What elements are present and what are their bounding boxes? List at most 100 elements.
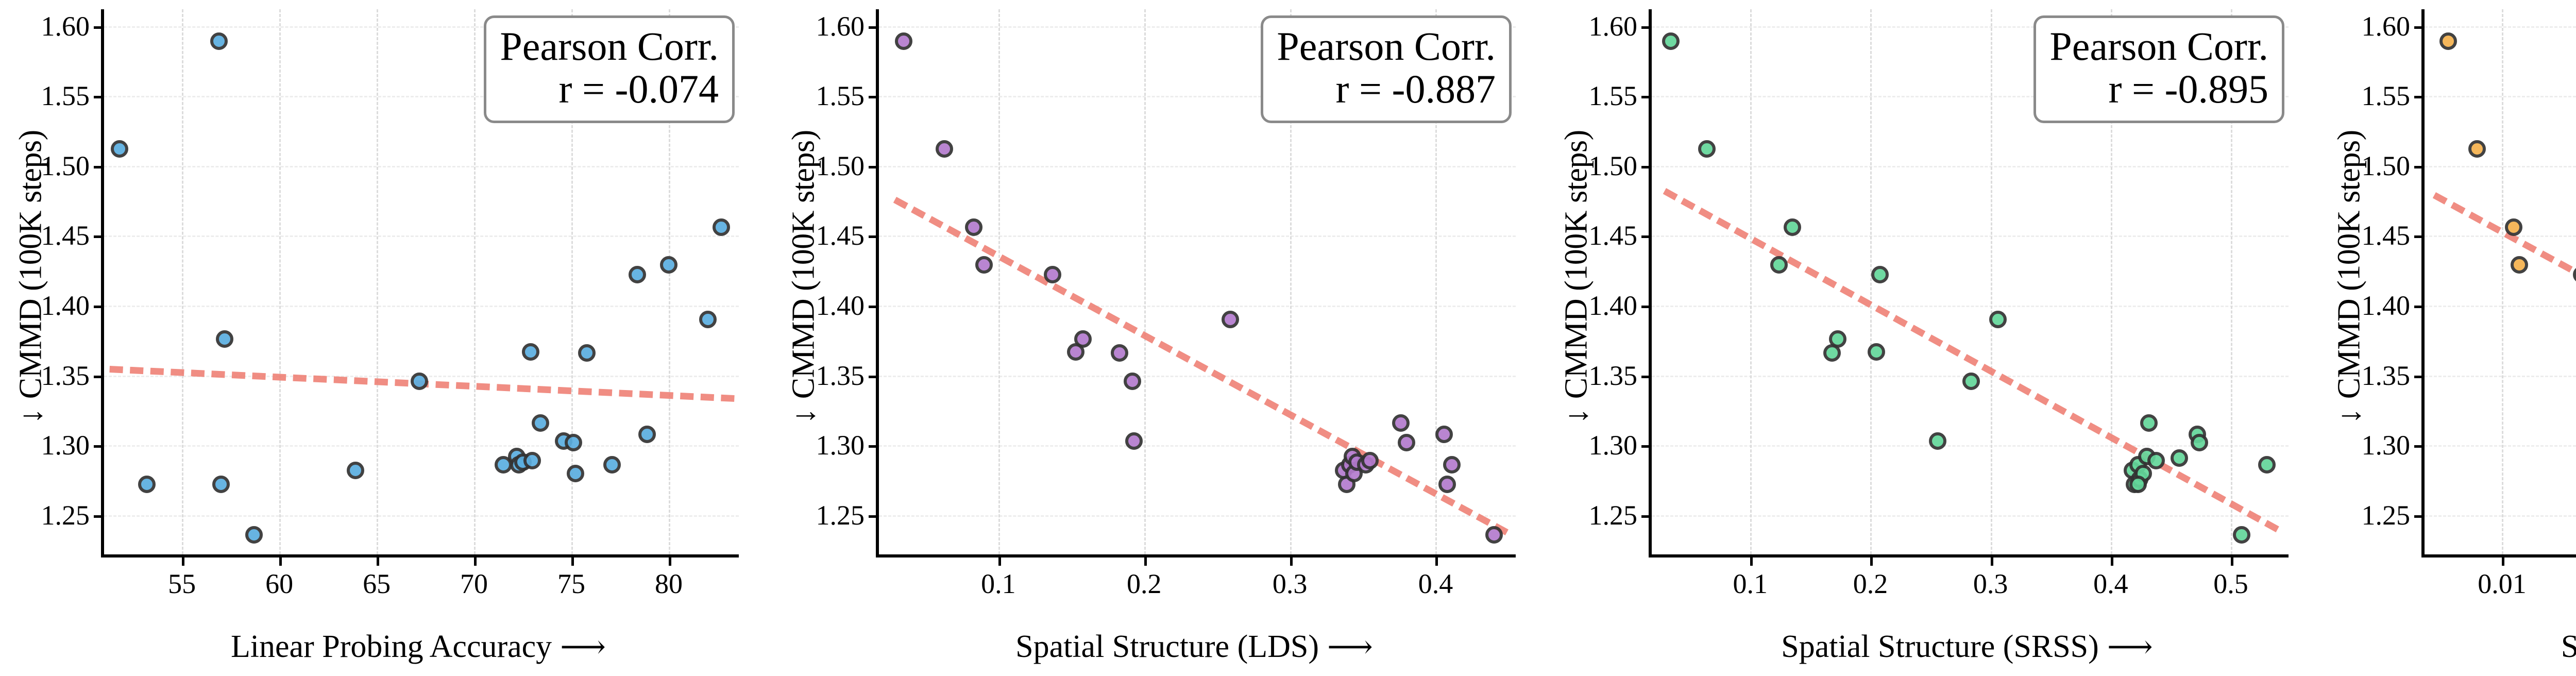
y-tick-label: 1.40 [816,290,865,322]
x-tick-mark [377,557,380,566]
y-tick-label: 1.55 [816,80,865,112]
data-point [1435,425,1453,443]
y-tick-label: 1.60 [2361,10,2411,42]
y-tick-mark [1641,26,1650,29]
data-point [2468,140,2486,158]
y-tick-mark [2414,96,2422,99]
data-point [2233,526,2251,544]
data-point [521,343,539,361]
x-tick-label: 65 [363,568,391,599]
y-tick-mark [2414,235,2422,239]
data-point [638,425,656,443]
x-tick-label: 0.3 [1973,568,2008,599]
gridline-horizontal [1652,445,2289,447]
data-point [216,330,234,348]
y-tick-label: 1.30 [41,430,90,461]
y-tick-label: 1.35 [816,360,865,391]
plot-area: 1.25 1.30 1.35 1.40 1.45 1.50 1.55 1.60 0.1 0.2 0.… [1589,9,2289,599]
pearson-correlation-box: Pearson Corr. r = -0.074 [484,15,735,124]
gridline-horizontal [1652,26,2289,28]
y-tick-label: 1.40 [1588,290,1638,322]
y-tick-label: 1.45 [41,220,90,251]
x-axis-label-text: Linear Probing Accuracy [230,629,552,664]
data-point [2504,218,2522,236]
x-tick-mark [1750,557,1753,566]
gridline-horizontal [104,96,739,98]
gridline-vertical [1290,9,1292,554]
data-point [523,452,541,470]
y-tick-label: 1.45 [2361,220,2411,251]
x-tick-mark [279,557,282,566]
y-tick-label: 1.55 [41,80,90,112]
gridline-vertical [2110,9,2112,554]
data-point [245,526,263,544]
x-tick-label: 70 [460,568,488,599]
y-axis-arrow-icon: ↓ [13,408,49,424]
data-point [603,456,621,474]
gridline-horizontal [1652,165,2289,167]
y-tick-label: 1.35 [2361,360,2411,391]
gridline-horizontal [2425,165,2576,167]
y-tick-mark [94,96,102,99]
gridline-horizontal [2425,26,2576,28]
x-tick-label: 0.3 [1272,568,1308,599]
gridline-horizontal [879,235,1516,238]
pearson-corr-value: r = -0.074 [558,66,719,111]
gridline-vertical [668,9,670,554]
scatter-panel-2: ↓ CMMD (100K steps) 1.25 1.30 1.35 1.40 1.45 1.… [773,0,1546,676]
gridline-horizontal [1652,235,2289,238]
y-tick-mark [94,165,102,168]
y-tick-label: 1.60 [41,10,90,42]
pearson-corr-value: r = -0.895 [2108,66,2268,111]
y-tick-label: 1.30 [816,430,865,461]
gridline-vertical [2502,9,2504,554]
x-tick-mark [1290,557,1293,566]
data-point [1221,311,1239,329]
data-point [1662,32,1680,50]
gridline-horizontal [879,306,1516,308]
gridline-horizontal [879,445,1516,447]
x-tick-label: 55 [168,568,196,599]
y-tick-label: 1.60 [816,10,865,42]
y-tick-mark [1641,165,1650,168]
gridline-horizontal [104,165,739,167]
plot-inner: 1.25 1.30 1.35 1.40 1.45 1.50 1.55 1.60 0.1 0.2 0.… [1589,9,2289,599]
pearson-corr-title: Pearson Corr. [1277,24,1496,69]
y-tick-mark [94,306,102,309]
y-tick-label: 1.40 [41,290,90,322]
data-point [1397,433,1415,451]
y-tick-mark [869,515,877,518]
x-tick-mark [668,557,671,566]
data-point [138,476,156,494]
x-tick-mark [2502,557,2505,566]
x-tick-mark [182,557,185,566]
y-tick-label: 1.30 [1588,430,1638,461]
data-point [1783,218,1801,236]
data-point [212,476,230,494]
y-tick-mark [2414,306,2422,309]
data-point [2258,456,2276,474]
x-tick-label: 0.1 [1733,568,1768,599]
y-tick-mark [2414,375,2422,378]
data-point [2140,414,2158,432]
y-tick-label: 1.40 [2361,290,2411,322]
y-tick-mark [2414,515,2422,518]
pearson-correlation-box: Pearson Corr. r = -0.887 [1261,15,1512,124]
y-tick-label: 1.60 [1588,10,1638,42]
y-tick-mark [1641,515,1650,518]
y-tick-label: 1.50 [41,150,90,181]
data-point [1962,372,1980,390]
gridline-horizontal [104,26,739,28]
y-tick-label: 1.55 [1588,80,1638,112]
gridline-horizontal [104,515,739,517]
data-point [1074,330,1092,348]
trend-line [2432,192,2576,535]
y-tick-mark [94,445,102,448]
data-point [2191,433,2209,451]
y-tick-mark [869,96,877,99]
x-tick-label: 0.4 [2093,568,2128,599]
data-point [1125,432,1143,450]
x-tick-label: 60 [265,568,294,599]
y-tick-mark [2414,445,2422,448]
data-point [564,433,582,451]
